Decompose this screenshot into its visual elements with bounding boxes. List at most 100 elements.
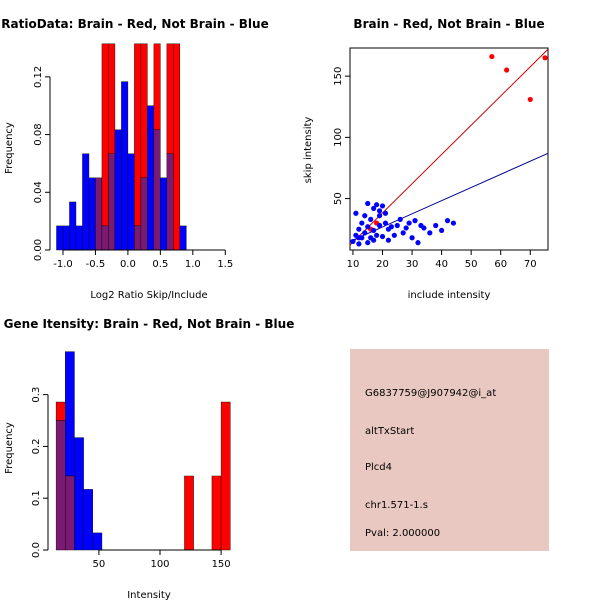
- blue-scatter-point: [397, 216, 403, 222]
- blue-scatter-point: [439, 227, 445, 234]
- blue-scatter-point: [412, 218, 418, 224]
- scatter-points: [350, 53, 548, 247]
- y-tick-label: 100: [333, 128, 344, 147]
- blue-scatter-point: [394, 222, 400, 229]
- blue-scatter-point: [427, 230, 433, 236]
- x-tick-label: 60: [494, 259, 507, 270]
- info-gene-name: Plcd4: [365, 462, 392, 473]
- y-tick-label: 0.2: [31, 438, 42, 454]
- y-tick-label: 0.12: [33, 66, 44, 88]
- ratio-histogram-bars: [56, 43, 187, 251]
- blue-scatter-point: [409, 235, 415, 241]
- y-tick-label: 0.00: [33, 239, 44, 261]
- blue-scatter-point: [350, 238, 356, 245]
- y-tick-label: 0.0: [31, 542, 42, 558]
- blue-scatter-point: [373, 232, 380, 238]
- x-tick-label: 0.0: [120, 259, 136, 270]
- blue-scatter-point: [362, 230, 368, 236]
- blue-scatter-point: [371, 237, 377, 243]
- scatter-plot-box: [349, 47, 549, 251]
- blue-scatter-point: [356, 235, 362, 241]
- blue-scatter-point: [382, 210, 389, 216]
- intensity-histogram-axes: 50 100 150 0.0 0.1 0.2 0.3: [31, 387, 231, 570]
- histogram-bar-overlap: [95, 177, 103, 251]
- histogram-bar: [220, 401, 231, 551]
- x-tick-label: -1.0: [53, 259, 73, 270]
- intensity-histogram-bars: [55, 351, 231, 551]
- x-tick-label: 40: [435, 259, 448, 270]
- red-scatter-point: [489, 53, 495, 60]
- histogram-bar: [101, 43, 109, 227]
- histogram-bar: [74, 437, 84, 551]
- histogram-bar: [173, 43, 181, 251]
- blue-scatter-point: [356, 226, 362, 232]
- x-tick-label: 10: [347, 259, 360, 270]
- blue-scatter-point: [356, 241, 362, 247]
- blue-scatter-point: [373, 202, 380, 208]
- ratio-histogram-xlabel: Log2 Ratio Skip/Include: [90, 290, 207, 301]
- histogram-bar: [92, 532, 103, 551]
- info-event-type: altTxStart: [365, 426, 414, 437]
- blue-scatter-point: [400, 230, 406, 236]
- histogram-bar: [121, 81, 129, 251]
- blue-scatter-point: [379, 233, 386, 240]
- x-tick-label: -0.5: [86, 259, 106, 270]
- x-tick-label: 1.5: [217, 259, 233, 270]
- histogram-bar-overlap: [55, 420, 66, 551]
- histogram-bar: [75, 225, 83, 251]
- blue-scatter-point: [365, 224, 371, 230]
- x-tick-label: 50: [465, 259, 478, 270]
- scatter-ylabel: skip intensity: [303, 117, 314, 184]
- blue-scatter-point: [379, 203, 386, 209]
- blue-scatter-point: [433, 222, 439, 229]
- blue-scatter-point: [415, 240, 421, 246]
- scatter-panel: Brain - Red, Not Brain - Blue 10 20 30 40 50…: [303, 17, 549, 301]
- y-tick-label: 150: [333, 67, 344, 86]
- histogram-bar: [211, 475, 222, 551]
- blue-scatter-point: [382, 220, 389, 226]
- histogram-bar: [166, 43, 174, 154]
- blue-scatter-point: [371, 205, 377, 211]
- blue-scatter-point: [444, 218, 451, 224]
- blue-scatter-point: [376, 222, 383, 229]
- blue-scatter-point: [391, 232, 397, 238]
- histogram-bar: [127, 153, 135, 251]
- histogram-bar: [160, 177, 168, 251]
- red-scatter-point: [527, 96, 533, 103]
- histogram-bar: [82, 153, 90, 251]
- info-panel: G6837759@J907942@i_at altTxStart Plcd4 c…: [350, 349, 549, 551]
- blue-scatter-point: [371, 227, 377, 234]
- info-location: chr1.571-1.s: [365, 500, 428, 511]
- y-tick-label: 0.3: [31, 387, 42, 403]
- histogram-bar: [83, 489, 93, 551]
- intensity-histogram-panel: Gene Itensity: Brain - Red, Not Brain - …: [4, 317, 295, 600]
- blue-scatter-point: [376, 213, 383, 219]
- histogram-bar: [153, 43, 161, 131]
- ratio-histogram-axes: -1.0 -0.5 0.0 0.5 1.0 1.5 0.00 0.04 0.08 0.12: [33, 66, 233, 270]
- histogram-bar: [65, 351, 75, 477]
- intensity-histogram-title: Gene Itensity: Brain - Red, Not Brain - …: [4, 317, 295, 331]
- x-tick-label: 1.0: [185, 259, 201, 270]
- scatter-title: Brain - Red, Not Brain - Blue: [353, 17, 544, 31]
- ratio-histogram-panel: RatioData: Brain - Red, Not Brain - Blue…: [1, 17, 268, 301]
- blue-scatter-point: [353, 210, 359, 216]
- histogram-bar-overlap: [166, 153, 174, 251]
- red-scatter-point: [542, 55, 548, 61]
- histogram-bar-overlap: [134, 225, 142, 251]
- histogram-bar-overlap: [108, 153, 116, 251]
- blue-scatter-point: [385, 237, 392, 243]
- blue-scatter-point: [421, 225, 427, 231]
- info-probe-id: G6837759@J907942@i_at: [365, 388, 496, 399]
- x-tick-label: 150: [212, 559, 231, 570]
- histogram-bar-overlap: [101, 225, 109, 251]
- y-tick-label: 0.1: [31, 490, 42, 506]
- ratio-histogram-ylabel: Frequency: [4, 122, 15, 174]
- histogram-bar: [88, 177, 96, 251]
- histogram-bar: [62, 225, 70, 251]
- blue-scatter-point: [403, 225, 409, 231]
- histogram-bar-overlap: [65, 475, 75, 551]
- x-tick-label: 70: [524, 259, 537, 270]
- ratio-histogram-title: RatioData: Brain - Red, Not Brain - Blue: [1, 17, 268, 31]
